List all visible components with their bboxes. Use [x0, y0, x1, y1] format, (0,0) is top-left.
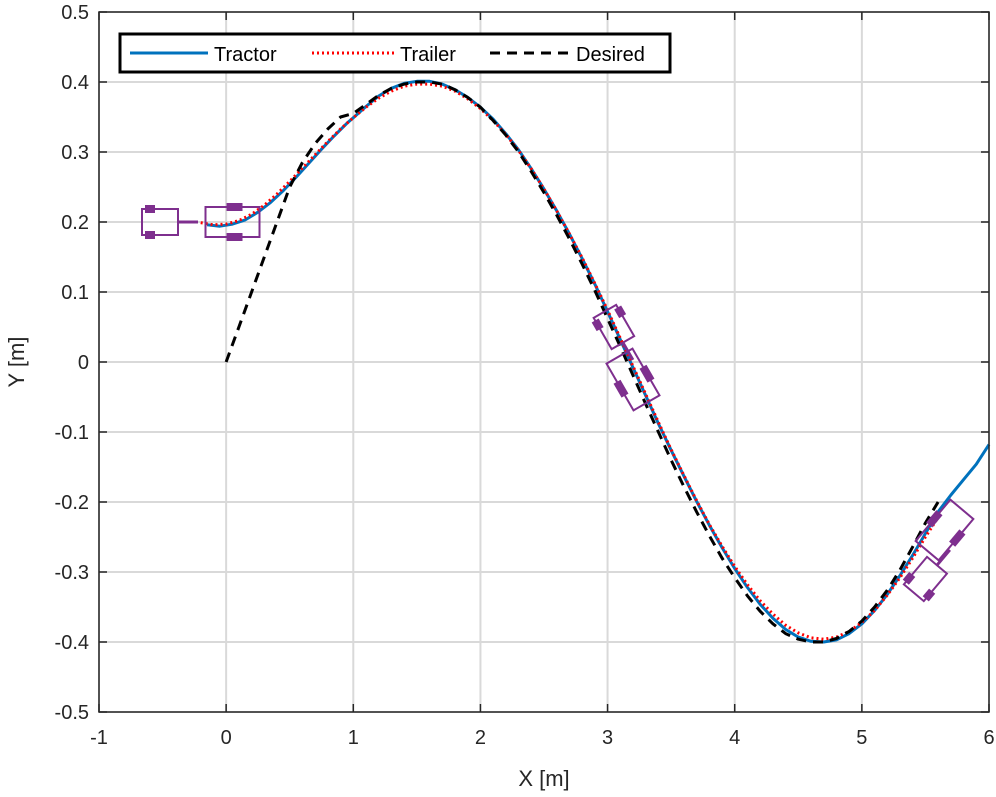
x-tick-label: 6	[983, 727, 994, 749]
legend: Tractor Trailer Desired	[118, 32, 672, 74]
y-tick-label: -0.5	[55, 702, 89, 724]
y-tick-label: 0.4	[61, 72, 89, 94]
vehicle-trailer	[902, 548, 951, 603]
vehicle-wheel	[145, 205, 155, 213]
x-tick-label: 2	[475, 727, 486, 749]
series-line-tractor	[206, 79, 991, 644]
legend-label-tractor: Tractor	[214, 44, 277, 66]
x-tick-label: 1	[348, 727, 359, 749]
x-tick-label: 5	[856, 727, 867, 749]
vehicle-wheel	[145, 231, 155, 239]
vehicle-trailer	[591, 303, 636, 361]
legend-box	[118, 32, 672, 74]
vehicle-wheel	[922, 588, 936, 602]
x-tick-label: -1	[90, 727, 108, 749]
series-layer	[200, 79, 991, 644]
x-axis-label: X [m]	[518, 766, 569, 791]
y-tick-label: -0.2	[55, 492, 89, 514]
legend-label-desired: Desired	[576, 44, 645, 66]
vehicle-wheel	[949, 529, 966, 547]
vehicle-wheel	[591, 318, 604, 332]
y-tick-label: 0	[78, 352, 89, 374]
vehicle-tractor	[914, 498, 975, 562]
vehicle-wheel	[226, 203, 243, 211]
y-tick-label: 0.3	[61, 142, 89, 164]
vehicle-wheel	[614, 305, 627, 319]
vehicle-wheel	[613, 379, 629, 398]
y-tick-label: 0.5	[61, 2, 89, 24]
vehicle-tractor	[605, 347, 661, 412]
x-tick-label: 3	[602, 727, 613, 749]
hitch-bar	[621, 341, 635, 361]
tick-layer: -1 0 1 2 3 4 5 6 -0.5 -0.4 -0.3 -0.2 -0.1 0 0.1 0.2 0.3 0…	[55, 2, 995, 749]
x-tick-label: 4	[729, 727, 740, 749]
vehicle-wheel	[902, 571, 916, 585]
y-tick-label: -0.3	[55, 562, 89, 584]
y-tick-label: -0.1	[55, 422, 89, 444]
y-tick-label: 0.1	[61, 282, 89, 304]
vehicle-wheel	[226, 233, 243, 241]
vehicle-wheel	[639, 364, 655, 383]
series-line-desired	[224, 80, 940, 644]
y-axis-label: Y [m]	[4, 337, 29, 388]
vehicle-trailer	[141, 205, 198, 239]
y-tick-label: -0.4	[55, 632, 89, 654]
vehicle-tractor	[204, 203, 261, 241]
y-tick-label: 0.2	[61, 212, 89, 234]
series-line-trailer	[200, 82, 940, 641]
x-tick-label: 0	[221, 727, 232, 749]
hitch-bar	[935, 548, 951, 567]
vehicle-wheel	[926, 510, 943, 528]
vehicle-layer	[141, 203, 975, 603]
grid	[98, 11, 990, 713]
legend-label-trailer: Trailer	[400, 44, 456, 66]
